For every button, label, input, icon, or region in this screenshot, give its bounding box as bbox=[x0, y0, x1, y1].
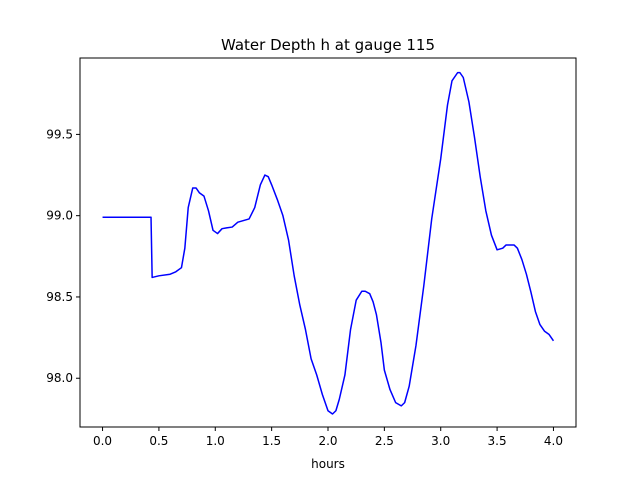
y-tick-label: 98.5 bbox=[46, 290, 73, 304]
plot-frame bbox=[79, 57, 577, 428]
x-tick-label: 1.5 bbox=[262, 434, 281, 448]
y-tick-label: 98.0 bbox=[46, 371, 73, 385]
x-tick-label: 3.5 bbox=[488, 434, 507, 448]
x-tick-label: 2.0 bbox=[318, 434, 337, 448]
chart-title: Water Depth h at gauge 115 bbox=[221, 36, 435, 54]
x-axis-label: hours bbox=[311, 457, 345, 471]
y-tick-label: 99.5 bbox=[46, 127, 73, 141]
x-tick-label: 4.0 bbox=[544, 434, 563, 448]
x-tick-label: 0.5 bbox=[149, 434, 168, 448]
plot-area bbox=[102, 71, 555, 415]
series-line-0 bbox=[102, 71, 555, 415]
x-tick-label: 0.0 bbox=[93, 434, 112, 448]
axis-ticks: 0.0 0.5 1.0 1.5 2.0 2.5 3.0 3.5 4.0 98.0 98.5 99.0 9… bbox=[46, 127, 563, 448]
y-tick-label: 99.0 bbox=[46, 209, 73, 223]
x-tick-label: 2.5 bbox=[375, 434, 394, 448]
x-tick-label: 1.0 bbox=[206, 434, 225, 448]
x-tick-label: 3.0 bbox=[431, 434, 450, 448]
